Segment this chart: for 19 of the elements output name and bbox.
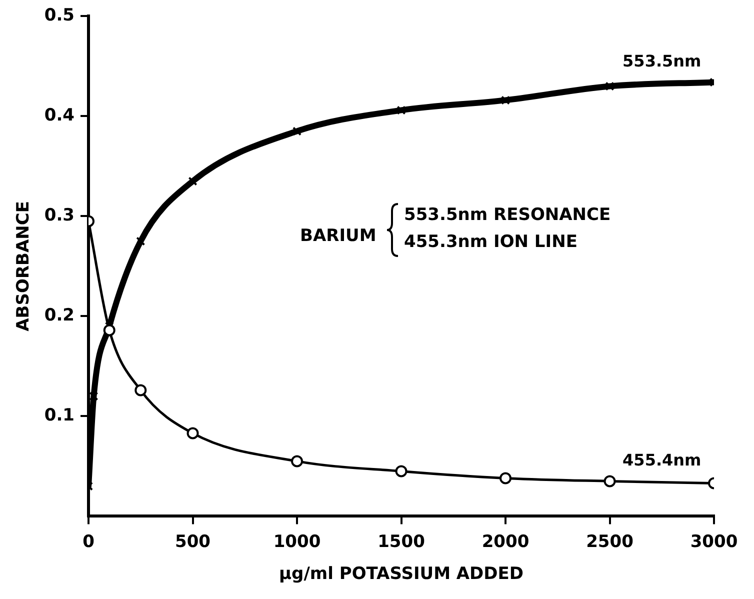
x-tick-label: 0 [82, 532, 95, 552]
y-tick-label: 0.4 [44, 106, 75, 126]
y-tick-label: 0.1 [44, 406, 75, 426]
annotation: 455.3nm ION LINE [404, 232, 578, 252]
x-tick-label: 2500 [586, 532, 634, 552]
annotation: 553.5nm RESONANCE [404, 205, 611, 225]
x-tick-label: 3000 [690, 532, 738, 552]
x-tick-label: 1500 [378, 532, 426, 552]
y-tick-label: 0.3 [44, 206, 75, 226]
annotation: 553.5nm [622, 51, 702, 70]
y-axis-title: ABSORBANCE [14, 201, 34, 332]
x-tick-label: 1000 [273, 532, 321, 552]
annotation: 455.4nm [622, 450, 702, 470]
y-tick-label: 0.5 [44, 6, 75, 26]
y-tick-label: 0.2 [44, 306, 75, 326]
x-tick-label: 2000 [482, 532, 530, 552]
x-axis-title: µg/ml POTASSIUM ADDED [279, 564, 524, 584]
x-tick-label: 500 [175, 532, 211, 552]
annotation: BARIUM [300, 226, 376, 246]
